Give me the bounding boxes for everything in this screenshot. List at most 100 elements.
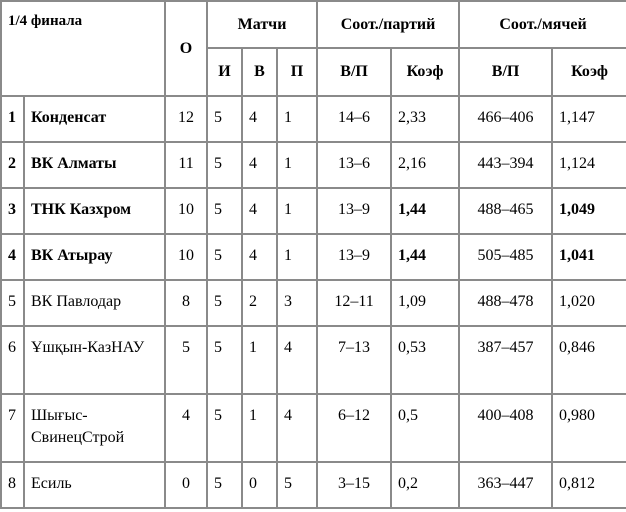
balls-coef-cell: 1,020 — [551, 279, 626, 327]
points-header: О — [164, 0, 209, 97]
balls-coef-cell: 0,812 — [551, 461, 626, 509]
team-cell: Ұшқын-КазНАУ — [22, 325, 167, 395]
lost-cell: 1 — [276, 187, 319, 235]
lost-cell: 3 — [276, 279, 319, 327]
rank-cell: 8 — [0, 461, 25, 509]
sets-ratio-cell: 12–11 — [316, 279, 393, 327]
points-cell: 0 — [164, 461, 209, 509]
played-cell: 5 — [206, 279, 244, 327]
sets-ratio-cell: 7–13 — [316, 325, 393, 395]
balls-coef-cell: 1,049 — [551, 187, 626, 235]
sets-ratio-header: В/П — [316, 47, 393, 97]
rank-cell: 5 — [0, 279, 25, 327]
team-cell: ТНК Казхром — [22, 187, 167, 235]
balls-ratio-cell: 387–457 — [458, 325, 554, 395]
points-cell: 4 — [164, 393, 209, 463]
sets-coef-header: Коэф — [390, 47, 461, 97]
table-row: 7 Шығыс-СвинецСтрой 4 5 1 4 6–12 0,5 400–408 0,98… — [0, 393, 626, 463]
table-row: 6 Ұшқын-КазНАУ 5 5 1 4 7–13 0,53 387–457 0,846 — [0, 325, 626, 395]
lost-header: П — [276, 47, 319, 97]
balls-coef-header: Коэф — [551, 47, 626, 97]
rank-cell: 3 — [0, 187, 25, 235]
sets-ratio-cell: 13–9 — [316, 187, 393, 235]
matches-header: Матчи — [206, 0, 319, 49]
points-cell: 10 — [164, 187, 209, 235]
played-cell: 5 — [206, 325, 244, 395]
sets-coef-cell: 2,33 — [390, 95, 461, 143]
played-cell: 5 — [206, 233, 244, 281]
won-cell: 4 — [241, 95, 279, 143]
sets-ratio-cell: 13–9 — [316, 233, 393, 281]
table-row: 2 ВК Алматы 11 5 4 1 13–6 2,16 443–394 1,124 — [0, 141, 626, 189]
balls-ratio-cell: 488–478 — [458, 279, 554, 327]
table-row: 3 ТНК Казхром 10 5 4 1 13–9 1,44 488–465 1,049 — [0, 187, 626, 235]
played-cell: 5 — [206, 187, 244, 235]
won-cell: 0 — [241, 461, 279, 509]
lost-cell: 4 — [276, 393, 319, 463]
balls-ratio-cell: 505–485 — [458, 233, 554, 281]
rank-cell: 2 — [0, 141, 25, 189]
lost-cell: 5 — [276, 461, 319, 509]
sets-ratio-cell: 3–15 — [316, 461, 393, 509]
lost-cell: 1 — [276, 141, 319, 189]
points-cell: 12 — [164, 95, 209, 143]
team-cell: ВК Алматы — [22, 141, 167, 189]
points-cell: 11 — [164, 141, 209, 189]
balls-coef-cell: 1,147 — [551, 95, 626, 143]
rank-cell: 6 — [0, 325, 25, 395]
balls-coef-cell: 1,124 — [551, 141, 626, 189]
table-row: 4 ВК Атырау 10 5 4 1 13–9 1,44 505–485 1,041 — [0, 233, 626, 281]
sets-ratio-cell: 14–6 — [316, 95, 393, 143]
lost-cell: 1 — [276, 233, 319, 281]
won-header: В — [241, 47, 279, 97]
sets-coef-cell: 1,44 — [390, 233, 461, 281]
team-cell: ВК Павлодар — [22, 279, 167, 327]
sets-coef-cell: 0,5 — [390, 393, 461, 463]
table-row: 8 Есиль 0 5 0 5 3–15 0,2 363–447 0,812 — [0, 461, 626, 509]
won-cell: 2 — [241, 279, 279, 327]
won-cell: 4 — [241, 233, 279, 281]
table-row: 5 ВК Павлодар 8 5 2 3 12–11 1,09 488–478 1,020 — [0, 279, 626, 327]
team-cell: Есиль — [22, 461, 167, 509]
team-cell: ВК Атырау — [22, 233, 167, 281]
team-cell: Шығыс-СвинецСтрой — [22, 393, 167, 463]
rank-cell: 7 — [0, 393, 25, 463]
balls-ratio-header: В/П — [458, 47, 554, 97]
won-cell: 4 — [241, 141, 279, 189]
balls-coef-cell: 1,041 — [551, 233, 626, 281]
balls-coef-cell: 0,980 — [551, 393, 626, 463]
team-cell: Конденсат — [22, 95, 167, 143]
table-row: 1 Конденсат 12 5 4 1 14–6 2,33 466–406 1,147 — [0, 95, 626, 143]
won-cell: 1 — [241, 393, 279, 463]
played-cell: 5 — [206, 141, 244, 189]
sets-coef-cell: 0,53 — [390, 325, 461, 395]
rank-cell: 4 — [0, 233, 25, 281]
won-cell: 4 — [241, 187, 279, 235]
lost-cell: 4 — [276, 325, 319, 395]
played-header: И — [206, 47, 244, 97]
sets-ratio-cell: 6–12 — [316, 393, 393, 463]
points-cell: 10 — [164, 233, 209, 281]
sets-coef-cell: 0,2 — [390, 461, 461, 509]
lost-cell: 1 — [276, 95, 319, 143]
balls-ratio-cell: 400–408 — [458, 393, 554, 463]
points-cell: 8 — [164, 279, 209, 327]
balls-ratio-cell: 488–465 — [458, 187, 554, 235]
sets-header: Соот./партий — [316, 0, 461, 49]
sets-coef-cell: 1,44 — [390, 187, 461, 235]
points-cell: 5 — [164, 325, 209, 395]
rank-cell: 1 — [0, 95, 25, 143]
won-cell: 1 — [241, 325, 279, 395]
played-cell: 5 — [206, 461, 244, 509]
balls-coef-cell: 0,846 — [551, 325, 626, 395]
played-cell: 5 — [206, 393, 244, 463]
balls-header: Соот./мячей — [458, 0, 626, 49]
sets-coef-cell: 2,16 — [390, 141, 461, 189]
balls-ratio-cell: 466–406 — [458, 95, 554, 143]
played-cell: 5 — [206, 95, 244, 143]
balls-ratio-cell: 363–447 — [458, 461, 554, 509]
sets-coef-cell: 1,09 — [390, 279, 461, 327]
stage-header: 1/4 финала — [0, 0, 167, 97]
sets-ratio-cell: 13–6 — [316, 141, 393, 189]
